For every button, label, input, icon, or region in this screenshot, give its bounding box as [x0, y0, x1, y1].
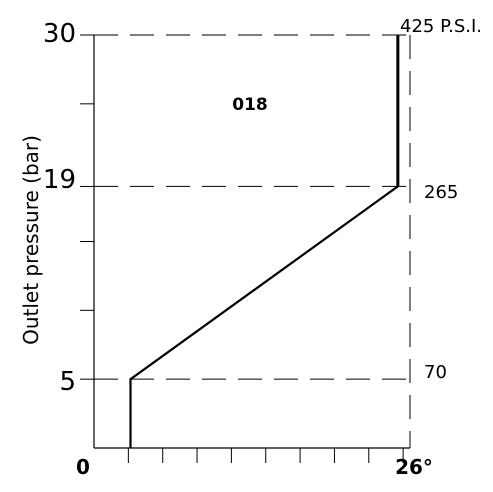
y-tick-label-19: 19 [43, 165, 76, 195]
psi-label-70: 70 [424, 362, 447, 383]
dashed-reference-lines [94, 34, 411, 448]
y-tick-label-5: 5 [59, 367, 76, 397]
tick-marks [80, 34, 404, 463]
psi-label-265: 265 [424, 182, 458, 203]
x-tick-label-0: 0 [76, 455, 90, 479]
chart-title: 018 [232, 95, 268, 115]
psi-label-425: 425 P.S.I. [400, 16, 482, 37]
y-axis-label: Outlet pressure (bar) [19, 135, 43, 345]
series-lines [129, 35, 400, 448]
x-tick-label-26: 26° [395, 455, 433, 479]
y-tick-label-30: 30 [43, 19, 76, 49]
